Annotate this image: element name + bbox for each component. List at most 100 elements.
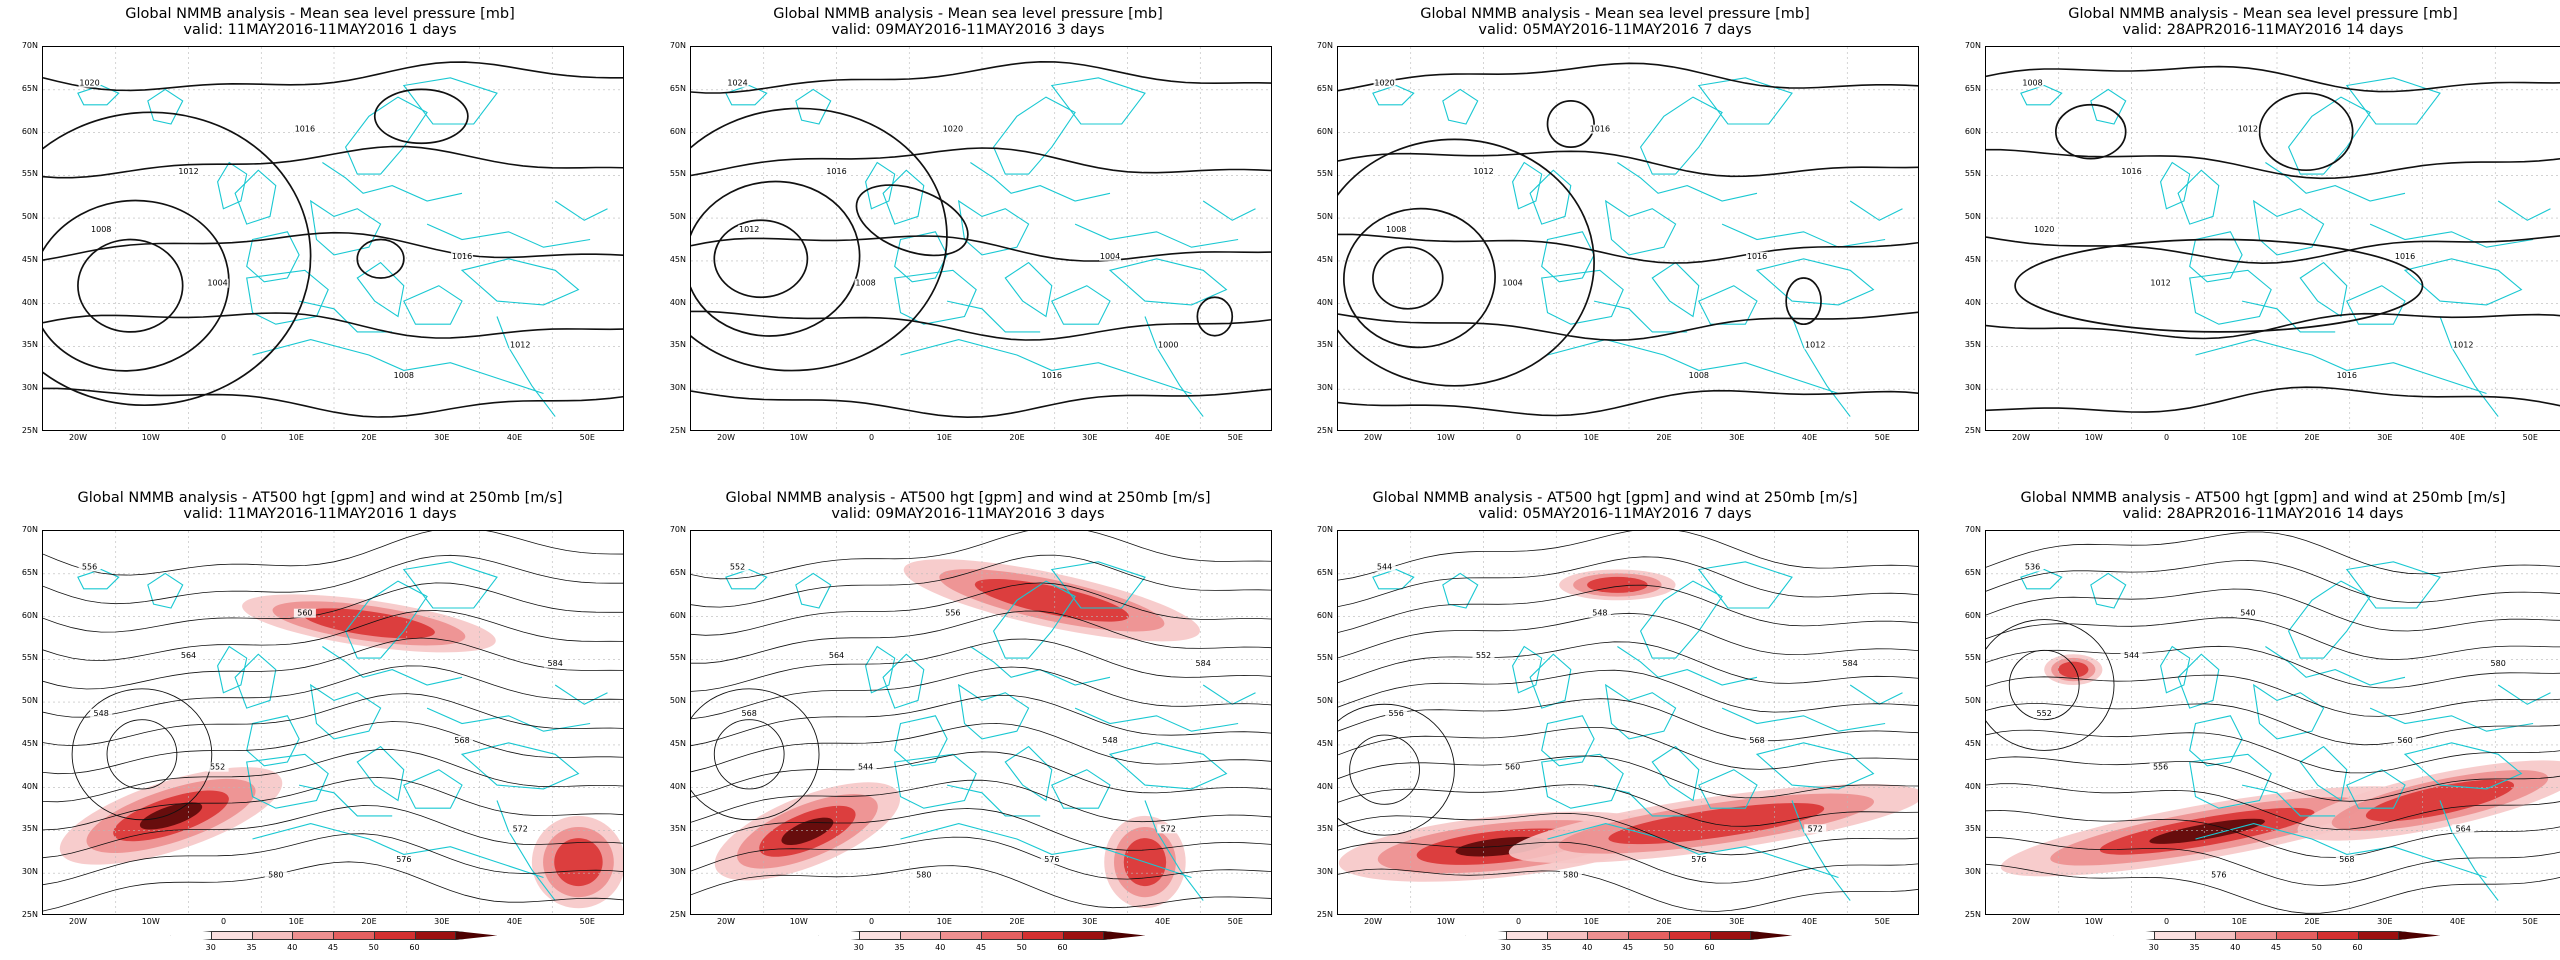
latitude-tick-label: 35N (21, 824, 38, 834)
isobar-contour (373, 88, 469, 145)
coastline (2299, 261, 2348, 318)
longitude-tick-label: 20W (716, 917, 736, 926)
height-contour (43, 554, 623, 605)
coastline (2299, 745, 2348, 802)
contour-value-label: 576 (2211, 871, 2226, 880)
height-contour (1986, 312, 2560, 340)
contour-value-label: 1016 (1590, 125, 1610, 134)
coastline (1512, 161, 1543, 210)
contour-value-label: 564 (181, 651, 196, 660)
contour-label-bg (2120, 167, 2143, 177)
height-contour (1338, 389, 1918, 417)
coastline (970, 162, 1111, 202)
coastline (900, 339, 1192, 395)
coastline (900, 823, 1192, 879)
height-contour (1986, 386, 2560, 413)
coastline (2346, 285, 2406, 325)
contour-label-bg (1373, 78, 1396, 88)
longitude-tick-label: 30E (1729, 433, 1745, 442)
wind-colorbar: 30 35 40 45 50 60 (170, 931, 497, 952)
coastline (865, 161, 896, 210)
colorbar-swatch (1103, 931, 1145, 940)
latitude-tick-label: 70N (669, 41, 686, 50)
longitude-tick-label: 20E (361, 917, 377, 926)
wind-colorbar: 30 35 40 45 50 60 (2113, 931, 2440, 952)
contour-label-bg (738, 224, 761, 234)
height-contour (1986, 756, 2560, 802)
coastline (1791, 800, 1851, 901)
height-contour (1338, 62, 1918, 92)
jet-wind-shading (2058, 661, 2089, 678)
coastline (1547, 823, 1839, 879)
height-contour (1986, 559, 2560, 603)
colorbar-tick-label: 45 (1622, 943, 1634, 952)
colorbar-tick-label: 35 (1541, 943, 1552, 952)
coastline (2241, 300, 2336, 333)
height-contour (1338, 233, 1918, 264)
contour-label-bg (2452, 340, 2475, 350)
longitude-tick-label: 0 (2163, 433, 2170, 442)
contour-label-bg (1804, 340, 1827, 350)
coastline (1074, 707, 1239, 732)
contour-value-label: 1008 (855, 279, 875, 288)
colorbar-tick-label: 50 (1663, 943, 1674, 952)
colorbar-swatch (2276, 931, 2318, 940)
longitude-tick-label: 20W (1363, 433, 1383, 442)
latitude-tick-label: 45N (21, 738, 38, 748)
panel-valid-period: valid: 11MAY2016-11MAY2016 1 days (183, 22, 457, 38)
coastline (252, 339, 544, 395)
contour-value-label: 1012 (1473, 167, 1493, 176)
contour-label-bg (1559, 870, 1582, 880)
contour-label-bg (1472, 167, 1495, 177)
latitude-tick-label: 40N (21, 781, 38, 791)
coastline (946, 784, 1041, 817)
colorbar-tick-label: 35 (894, 943, 905, 952)
contour-value-label: 572 (1161, 824, 1176, 833)
contour-value-label: 556 (2153, 763, 2168, 772)
z500-wind-panel: Global NMMB analysis - AT500 hgt [gpm] a… (1305, 490, 1925, 960)
height-contour (1986, 703, 2560, 746)
longitude-tick-label: 20E (1009, 433, 1025, 442)
latitude-tick-label: 60N (1964, 126, 1981, 136)
contour-label-bg (1099, 735, 1122, 745)
coastline (309, 683, 382, 740)
height-contour (1986, 836, 2560, 886)
contour-value-label: 548 (94, 709, 109, 718)
contour-value-label: 1008 (394, 371, 414, 380)
latitude-tick-label: 65N (21, 83, 38, 93)
coastline (1202, 200, 1256, 221)
coastline (403, 769, 463, 809)
map-plot-area: 544 548 552 556 560 568 572 576 580 584 (1337, 530, 1919, 915)
latitude-tick-label: 25N (1964, 426, 1981, 435)
colorbar-tick-label: 40 (2230, 943, 2241, 952)
latitude-tick-label: 60N (1964, 610, 1981, 620)
latitude-tick-label: 30N (1964, 383, 1981, 393)
colorbar-swatch (1709, 931, 1752, 940)
height-contour (1338, 612, 1918, 659)
coastline (2252, 683, 2325, 740)
contour-value-label: 560 (297, 609, 312, 618)
latitude-tick-label: 55N (1964, 653, 1981, 663)
longitude-tick-label: 20W (716, 433, 736, 442)
height-contour (1338, 311, 1918, 342)
contour-label-bg (1385, 224, 1408, 234)
coastline (554, 200, 608, 221)
contour-label-bg (1472, 651, 1495, 661)
latitude-tick-label: 45N (1964, 738, 1981, 748)
contour-value-label: 1016 (826, 167, 846, 176)
coastline (1697, 77, 1793, 125)
longitude-tick-label: 20W (2011, 433, 2031, 442)
latitude-tick-label: 70N (1316, 41, 1333, 50)
coastline (2497, 200, 2551, 221)
contour-label-bg (1373, 562, 1396, 572)
height-contour (1338, 755, 1918, 799)
height-contour (43, 749, 623, 803)
latitude-tick-label: 60N (21, 126, 38, 136)
height-contour (691, 808, 1271, 851)
colorbar-tick-label: 35 (2189, 943, 2200, 952)
height-contour (43, 231, 623, 261)
contour-label-bg (1157, 340, 1180, 350)
panel-valid-period: valid: 05MAY2016-11MAY2016 7 days (1478, 506, 1752, 522)
latitude-tick-label: 40N (669, 297, 686, 307)
contour-value-label: 548 (1592, 609, 1607, 618)
